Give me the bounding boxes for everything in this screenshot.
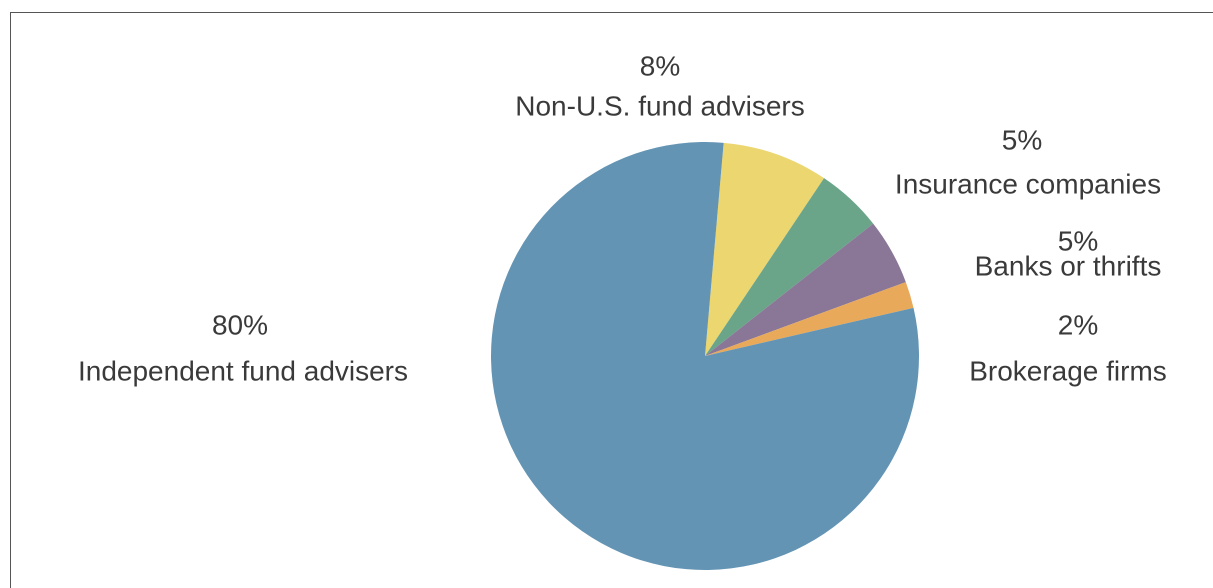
slice [705,178,874,356]
slice [491,142,919,571]
category-label: Banks or thrifts [975,250,1162,281]
value-label: 5% [1058,225,1098,256]
labels: 8% Non-U.S. fund advisers 5% Insurance comp… [78,50,1167,386]
value-label: 2% [1058,309,1098,340]
category-label: Independent fund advisers [78,355,408,386]
category-label: Insurance companies [895,168,1161,199]
pie [491,142,919,571]
value-label: 80% [212,309,268,340]
frame [10,12,1213,588]
slice [705,282,914,356]
category-label: Brokerage firms [969,355,1167,386]
slice [705,142,825,356]
value-label: 5% [1002,124,1042,155]
value-label: 8% [640,50,680,81]
slice [705,223,906,356]
category-label: Non-U.S. fund advisers [515,90,804,121]
